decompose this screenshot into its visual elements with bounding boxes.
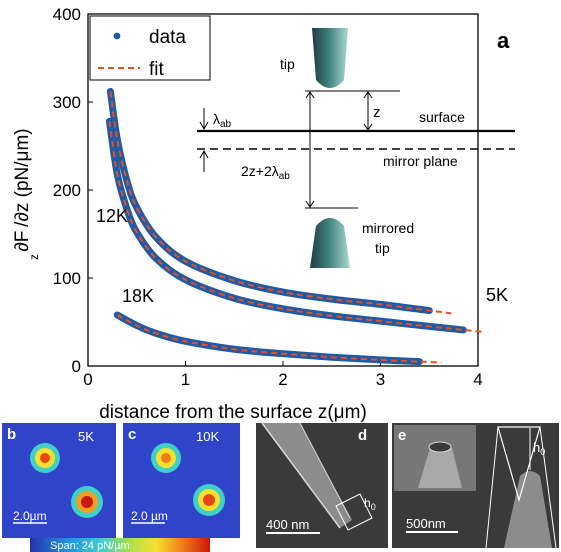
legend-entry-fit: fit — [149, 59, 165, 80]
panel-e-h0-sub: 0 — [540, 447, 545, 457]
panel-c-temp: 10K — [196, 429, 219, 444]
panel-e: e h0 500nm — [392, 423, 559, 549]
panel-d-scale-label: 400 nm — [266, 517, 309, 532]
panel-b-image — [2, 423, 116, 538]
data-point — [280, 306, 286, 312]
inset-lambda-label: λab — [213, 111, 232, 130]
panel-d-label: d — [358, 427, 367, 444]
panel-d-h0: h0 — [364, 496, 376, 512]
inset-2z-label: 2z+2λab — [241, 163, 290, 182]
inset-lambda-sub: ab — [220, 119, 232, 130]
data-point — [114, 136, 121, 142]
panel-b-scale-label: 2.0µm — [13, 509, 47, 523]
y-axis-label-sub: z — [27, 254, 41, 260]
mirrored-tip-shape — [310, 218, 350, 268]
data-curves — [105, 87, 486, 366]
inset-mirrored-label: mirrored — [362, 220, 414, 236]
panel-c-image — [123, 423, 240, 538]
inset-2z-sub: ab — [279, 171, 291, 182]
fit-series-12k — [108, 121, 486, 334]
data-point — [377, 357, 384, 363]
y-axis-label-text: ∂F /∂z (pN/μm) — [12, 128, 33, 251]
y-tick-label: 100 — [53, 269, 81, 288]
x-tick-label: 4 — [473, 370, 482, 389]
distance-arrowheads — [305, 91, 315, 208]
x-axis-label: distance from the surface z(μm) — [99, 402, 367, 423]
panel-e-inset-tip — [418, 442, 462, 488]
inset-tip-label: tip — [280, 56, 295, 72]
inset-z-label: z — [373, 104, 381, 121]
curve-label-12k: 12K — [96, 206, 128, 226]
axis-ticks: 0 1 2 3 4 0 100 200 300 400 — [53, 5, 483, 389]
panel-b-label: b — [7, 426, 16, 443]
svg-text:∂F /∂z (pN/μm): ∂F /∂z (pN/μm) — [12, 128, 33, 251]
panel-d-h0-marker — [335, 493, 373, 531]
legend: data fit — [89, 15, 211, 81]
curve-label-18k: 18K — [122, 286, 154, 306]
panel-c-spot-1-core — [161, 453, 171, 463]
data-series-5k — [106, 87, 433, 315]
panel-e-cone — [504, 471, 552, 548]
colorbar-gradient — [30, 538, 210, 552]
y-tick-label: 400 — [53, 5, 81, 24]
colorbar-label: Span: 24 pN/µm — [50, 540, 130, 552]
panel-b-spot-2-core — [81, 496, 93, 508]
y-tick-label: 200 — [53, 181, 81, 200]
panel-d-h0-sub: 0 — [371, 502, 376, 512]
panel-e-label: e — [398, 427, 406, 444]
x-tick-label: 2 — [278, 370, 287, 389]
panel-b: b 5K 2.0µm — [2, 423, 116, 538]
chart-a: 0 1 2 3 4 0 100 200 300 400 a ∂F /∂z (pN/μm) z di… — [12, 5, 515, 423]
fit-series-5k — [109, 91, 452, 315]
legend-box — [89, 15, 211, 81]
x-tick-label: 3 — [376, 370, 385, 389]
y-tick-label: 300 — [53, 93, 81, 112]
panel-e-h0: h0 — [533, 440, 545, 457]
panel-d-tip — [262, 423, 352, 528]
panel-e-scale-label: 500nm — [406, 516, 446, 531]
inset-mirror-plane-label: mirror plane — [383, 153, 458, 169]
fit-series-18k — [116, 314, 442, 364]
x-tick-label: 0 — [83, 370, 92, 389]
colorbar: Span: 24 pN/µm — [30, 538, 210, 552]
panel-c-scale-label: 2.0 µm — [131, 509, 168, 523]
y-axis-label: ∂F /∂z (pN/μm) z — [12, 128, 41, 260]
legend-entry-data: data — [149, 27, 186, 48]
inset-schematic: tip z surface mirror plane λab 2z+2λab m… — [197, 28, 515, 268]
panel-e-guide-right — [539, 426, 557, 549]
panel-e-inset-crater — [428, 441, 452, 453]
data-point — [416, 358, 423, 365]
tip-shape — [312, 28, 348, 88]
panel-label-a: a — [497, 28, 510, 53]
x-tick-label: 1 — [181, 370, 190, 389]
data-point — [460, 327, 467, 333]
lambda-arrows — [199, 108, 209, 172]
legend-data-marker — [113, 32, 121, 40]
panel-e-guide-left — [485, 426, 499, 549]
inset-mirrored-tip-label: tip — [375, 240, 390, 256]
panel-b-spot-1-core — [40, 453, 50, 463]
inset-surface-label: surface — [419, 109, 465, 125]
curve-label-5k: 5K — [486, 285, 508, 305]
panel-b-temp: 5K — [78, 429, 94, 444]
panel-d: d h0 400 nm — [256, 422, 388, 548]
panel-c-label: c — [128, 426, 136, 443]
panel-c-spot-2-core — [203, 494, 215, 506]
panel-d-tip-edge — [261, 422, 341, 529]
y-tick-label: 0 — [72, 357, 81, 376]
panel-d-tip-edge-2 — [299, 422, 351, 519]
panel-c: c 10K 2.0 µm — [123, 423, 240, 538]
